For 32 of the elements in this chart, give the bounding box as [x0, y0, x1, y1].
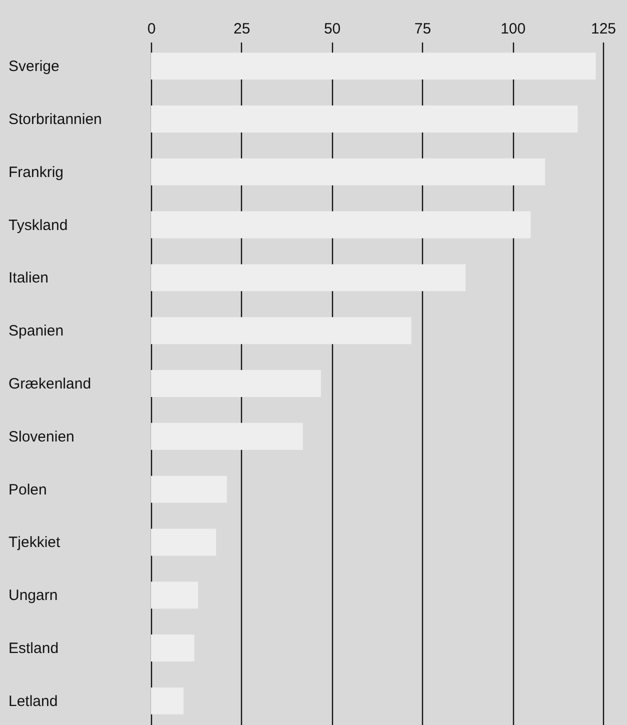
y-tick-label: Tyskland: [8, 216, 68, 234]
bar: [151, 105, 578, 132]
bar: [151, 582, 198, 609]
bar: [151, 317, 412, 344]
y-tick-label: Frankrig: [8, 164, 64, 181]
x-tick-label: 100: [500, 20, 526, 38]
x-tick-label: 125: [590, 20, 616, 38]
x-tick-label: 0: [147, 20, 156, 38]
bar: [151, 634, 194, 662]
y-tick-label: Tjekkiet: [8, 534, 62, 552]
y-tick-label: Estland: [8, 640, 59, 658]
x-tick-label: 50: [324, 20, 341, 38]
y-tick-label: Italien: [8, 270, 49, 287]
x-tick-label: 25: [234, 20, 250, 38]
bar: [151, 211, 531, 238]
bar: [151, 52, 596, 80]
y-tick-label: Ungarn: [8, 587, 58, 604]
bar: [151, 422, 303, 450]
y-tick-label: Sverige: [8, 58, 60, 76]
y-tick-label: Storbritannien: [8, 110, 102, 128]
bar: [151, 687, 184, 714]
bar: [151, 528, 216, 556]
y-tick-label: Polen: [8, 481, 47, 498]
bar: [151, 370, 321, 397]
x-tick-label: 75: [414, 20, 432, 38]
y-tick-label: Slovenien: [8, 428, 74, 446]
bar: [151, 476, 227, 503]
bar: [151, 264, 466, 292]
bar: [151, 158, 546, 186]
y-tick-label: Letland: [8, 692, 58, 710]
y-tick-label: Spanien: [8, 322, 64, 340]
y-tick-label: Grækenland: [8, 376, 92, 392]
